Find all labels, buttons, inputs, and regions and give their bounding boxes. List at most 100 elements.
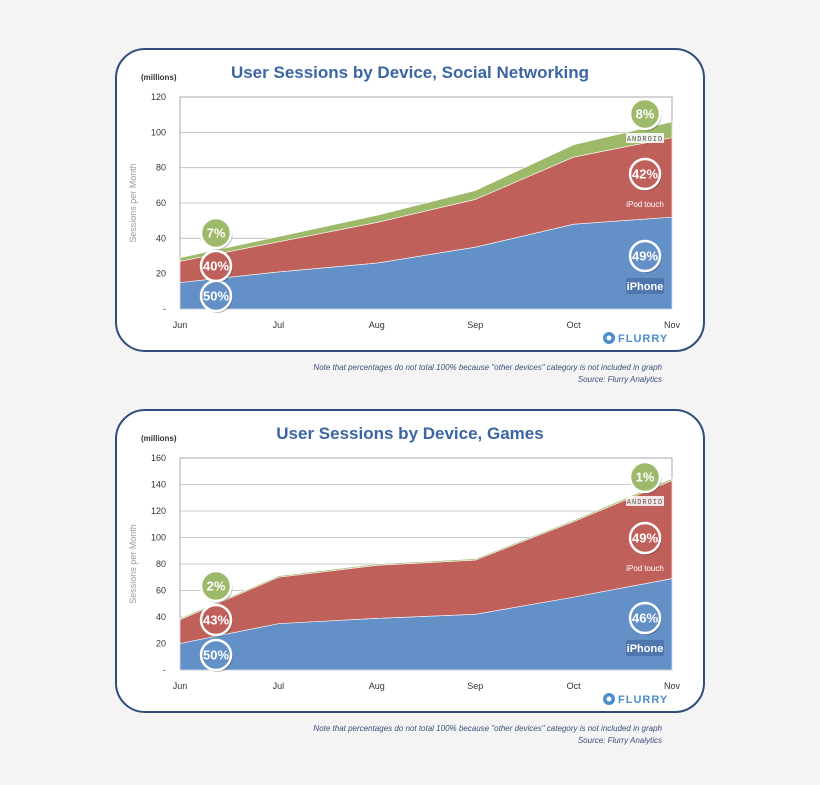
chart-svg: User Sessions by Device, Social Networki…	[128, 63, 681, 345]
iphone-logo-bg	[626, 278, 664, 294]
x-tick-label: Sep	[467, 681, 483, 691]
unit-label: (millions)	[141, 434, 177, 443]
bubble-circle	[628, 521, 662, 555]
ipod-logo-name: iPod	[626, 200, 642, 209]
start-bubble-ipod: 40%	[199, 249, 233, 283]
iphone-logo-text: iPhone	[627, 281, 664, 293]
footnote-games: Note that percentages do not total 100% …	[313, 723, 662, 747]
start-bubble-iphone: 50%	[199, 638, 233, 672]
y-tick-label: 100	[151, 533, 166, 543]
start-bubble-ipod: 43%	[199, 603, 233, 637]
y-tick-label: 80	[156, 559, 166, 569]
bubble-label: 8%	[636, 107, 655, 122]
android-logo-text: ANDROID	[627, 136, 663, 144]
y-tick-label: -	[163, 665, 166, 675]
chart-svg: User Sessions by Device, Games (millions)…	[128, 424, 680, 706]
bubble-label: 43%	[203, 613, 229, 628]
bubble-label: 50%	[203, 289, 229, 304]
x-tick-label: Oct	[567, 681, 582, 691]
footnote-note: Note that percentages do not total 100% …	[313, 363, 662, 372]
bubble-circle	[628, 157, 662, 191]
android-logo: ANDROID	[626, 133, 664, 144]
flurry-logo-text: FLURRY	[618, 333, 668, 345]
bubble-label: 49%	[632, 531, 658, 546]
y-tick-label: 40	[156, 233, 166, 243]
bubble-circle	[199, 638, 233, 672]
start-bubble-android: 7%	[199, 216, 233, 250]
iphone-logo-bg	[626, 640, 664, 656]
android-logo-bg	[626, 496, 664, 506]
bubble-label: 40%	[203, 259, 229, 274]
ipod-touch-logo: iPod touch	[626, 200, 664, 209]
flurry-logo: FLURRY	[603, 332, 668, 345]
bubble-label: 49%	[632, 249, 658, 264]
bubble-circle	[628, 239, 662, 273]
flurry-logo-dot	[606, 335, 612, 341]
games-chart-panel: User Sessions by Device, Games (millions)…	[115, 409, 705, 713]
ipod-logo-text: iPod touch	[626, 200, 664, 209]
y-tick-label: 120	[151, 506, 166, 516]
end-bubble-iphone: 49%	[628, 239, 662, 273]
bubble-circle	[628, 460, 662, 494]
end-bubble-android: 8%	[628, 97, 662, 131]
y-tick-label: 20	[156, 269, 166, 279]
x-tick-label: Jul	[273, 320, 285, 330]
y-axis-title: Sessions per Month	[128, 524, 138, 604]
iphone-logo: iPhone	[626, 640, 664, 656]
bubble-label: 50%	[203, 648, 229, 663]
x-tick-label: Oct	[567, 320, 582, 330]
area-android	[179, 121, 673, 262]
footnote-source: Source: Flurry Analytics	[577, 375, 662, 384]
chart-title: User Sessions by Device, Games	[276, 424, 543, 443]
flurry-logo: FLURRY	[603, 693, 668, 706]
bubble-label: 2%	[207, 579, 226, 594]
end-bubble-iphone: 46%	[628, 601, 662, 635]
bubble-circle	[628, 97, 662, 131]
bubble-circle	[199, 216, 233, 250]
bubble-circle	[628, 601, 662, 635]
ipod-logo-suffix: touch	[644, 200, 664, 209]
bubble-label: 46%	[632, 611, 658, 626]
area-android	[179, 478, 673, 621]
flurry-logo-text: FLURRY	[618, 694, 668, 706]
x-tick-label: Sep	[467, 320, 483, 330]
ipod-logo-name: iPod	[626, 564, 642, 573]
y-tick-label: 80	[156, 163, 166, 173]
bubble-label: 42%	[632, 167, 658, 182]
y-tick-label: -	[163, 304, 166, 314]
end-bubble-android: 1%	[628, 460, 662, 494]
flurry-logo-dot	[606, 696, 612, 702]
unit-label: (millions)	[141, 73, 177, 82]
y-tick-label: 20	[156, 639, 166, 649]
y-tick-label: 60	[156, 198, 166, 208]
y-tick-label: 140	[151, 480, 166, 490]
footnote-note: Note that percentages do not total 100% …	[313, 724, 662, 733]
bubble-circle	[199, 569, 233, 603]
y-tick-label: 60	[156, 586, 166, 596]
android-logo-bg	[626, 133, 664, 143]
ipod-logo-text: iPod touch	[626, 564, 664, 573]
x-tick-label: Aug	[369, 681, 385, 691]
ipod-logo-suffix: touch	[644, 564, 664, 573]
y-tick-label: 160	[151, 453, 166, 463]
y-tick-label: 120	[151, 92, 166, 102]
social-networking-chart-panel: User Sessions by Device, Social Networki…	[115, 48, 705, 352]
iphone-logo-text: iPhone	[627, 643, 664, 655]
y-tick-label: 40	[156, 612, 166, 622]
bubble-label: 7%	[207, 226, 226, 241]
start-bubble-android: 2%	[199, 569, 233, 603]
x-tick-label: Nov	[664, 320, 681, 330]
x-tick-label: Jun	[173, 681, 188, 691]
x-tick-label: Jun	[173, 320, 188, 330]
bubble-label: 1%	[636, 470, 655, 485]
chart-title: User Sessions by Device, Social Networki…	[231, 63, 589, 82]
x-tick-label: Aug	[369, 320, 385, 330]
start-bubble-iphone: 50%	[199, 279, 233, 313]
footnote-source: Source: Flurry Analytics	[577, 736, 662, 745]
iphone-logo: iPhone	[626, 278, 664, 294]
y-axis-title: Sessions per Month	[128, 163, 138, 243]
end-bubble-ipod: 49%	[628, 521, 662, 555]
bubble-circle	[199, 249, 233, 283]
android-logo: ANDROID	[626, 496, 664, 507]
ipod-touch-logo: iPod touch	[626, 564, 664, 573]
